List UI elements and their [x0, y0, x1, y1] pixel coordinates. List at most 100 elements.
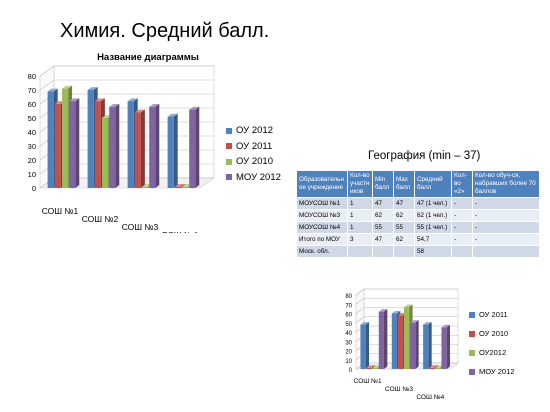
legend-swatch [469, 330, 475, 337]
column-header: Min балл [372, 170, 394, 198]
legend-swatch [226, 174, 232, 181]
y-tick-label: 30 [345, 340, 352, 346]
y-tick-label: 10 [28, 170, 36, 179]
table-cell: 47 [372, 197, 394, 210]
legend-item: ОУ 2011 [226, 139, 281, 155]
y-tick-label: 50 [345, 322, 352, 328]
bar [360, 322, 370, 369]
legend-label: ОУ 2011 [479, 310, 508, 319]
gridline [355, 316, 458, 323]
legend-item: ОУ 2010 [469, 324, 514, 343]
legend-swatch [469, 368, 475, 375]
table-cell: Моск. обл. [296, 245, 348, 258]
y-tick-label: 50 [28, 114, 36, 123]
y-tick-label: 10 [345, 359, 352, 365]
table-cell: 3 [347, 233, 373, 246]
table-row: Моск. обл. 58 [296, 245, 540, 258]
bar [189, 106, 200, 188]
legend-label: ОУ2012 [479, 348, 507, 357]
column-header: Средний балл [414, 170, 452, 198]
x-category-label: СОШ №1 [42, 206, 79, 216]
table-cell: 55 [372, 221, 394, 234]
slide-title: Химия. Средний балл. [60, 20, 270, 42]
x-category-label: СОШ №3 [385, 386, 413, 393]
gridline [39, 79, 214, 91]
table-cell: МОУСОШ №1 [296, 197, 348, 210]
column-header: Кол-во участн иков [347, 170, 373, 198]
table-cell: 1 [347, 209, 373, 222]
table-cell: - [451, 209, 473, 222]
bar [441, 324, 450, 369]
legend-item: ОУ 2010 [226, 154, 281, 170]
y-tick-label: 60 [345, 313, 352, 319]
table-cell: - [451, 197, 473, 210]
legend-label: МОУ 2012 [236, 171, 281, 183]
table-cell: МОУСОШ №3 [296, 209, 348, 222]
legend-item: МОУ 2012 [469, 362, 514, 381]
legend-swatch [469, 349, 475, 356]
table-cell: 47 [372, 233, 394, 246]
y-tick-label: 40 [28, 128, 36, 137]
table-cell: - [472, 197, 540, 210]
bar [134, 109, 145, 188]
bar [366, 365, 376, 369]
chemistry-legend: ОУ 2012 ОУ 2011 ОУ 2010 МОУ 2012 [226, 123, 281, 185]
geography-table: Образовательн ое учреждение Кол-во участн… [296, 170, 540, 258]
table-cell: 54,7 [414, 233, 452, 246]
table-cell: 1 [347, 221, 373, 234]
bar [423, 322, 432, 369]
bar [149, 103, 160, 188]
legend-item: ОУ 2012 [226, 123, 281, 139]
gridline [355, 297, 458, 305]
y-tick-label: 20 [28, 156, 36, 165]
column-header: Кол-во обуч-ся, набравших более 70 балло… [472, 170, 540, 198]
legend-label: ОУ 2010 [236, 156, 273, 167]
y-tick-label: 60 [28, 100, 36, 109]
table-cell: - [472, 233, 540, 246]
y-tick-label: 40 [345, 331, 352, 337]
y-tick-label: 80 [28, 72, 36, 81]
y-tick-label: 70 [345, 303, 352, 309]
bar [109, 103, 120, 188]
bar [174, 183, 185, 188]
column-header: Образовательн ое учреждение [296, 170, 348, 198]
table-row: МОУСОШ №3 1 62 62 62 (1 чел.) - - [296, 209, 540, 222]
legend-label: ОУ 2010 [479, 329, 509, 338]
bar [429, 365, 438, 369]
table-cell: - [472, 209, 540, 222]
y-tick-label: 70 [28, 86, 36, 95]
table-cell: МОУСОШ №4 [296, 221, 348, 234]
y-tick-label: 0 [32, 184, 36, 193]
table-cell: - [451, 233, 473, 246]
table-cell [372, 245, 394, 258]
table-cell: - [472, 221, 540, 234]
legend-label: ОУ 2012 [236, 125, 273, 136]
legend-item: ОУ2012 [469, 343, 514, 362]
bar [378, 309, 388, 369]
chemistry-chart: Название диаграммы 0 10 20 30 40 50 60 70 80 СОШ №… [28, 52, 215, 233]
x-category-label: СОШ №1 [354, 378, 382, 385]
table-cell: 47 [393, 197, 415, 210]
table-row: Итого по МОУ 3 47 62 54,7- - [296, 233, 540, 246]
y-tick-label: 20 [345, 350, 352, 356]
y-tick-label: 80 [345, 294, 352, 300]
table-cell [472, 245, 540, 258]
table-cell: 62 [393, 209, 415, 222]
column-header: Кол-во «2» [451, 170, 473, 198]
legend-item: МОУ 2012 [226, 170, 281, 186]
table-cell: 55 [393, 221, 415, 234]
x-category-label: СОШ №3 [122, 222, 159, 232]
table-cell: 62 [393, 233, 415, 246]
y-tick-label: 30 [28, 142, 36, 151]
bar [69, 98, 80, 188]
legend-label: ОУ 2011 [236, 140, 273, 152]
table-cell [347, 245, 373, 258]
legend-label: МОУ 2012 [479, 367, 515, 376]
legend-swatch [469, 311, 475, 318]
table-cell [393, 245, 415, 258]
x-category-label: СОШ №4 [416, 394, 444, 401]
table-cell: 62 [372, 209, 394, 222]
legend-item: ОУ 2011 [469, 305, 514, 324]
geography-title: География (min – 37) [368, 150, 481, 162]
